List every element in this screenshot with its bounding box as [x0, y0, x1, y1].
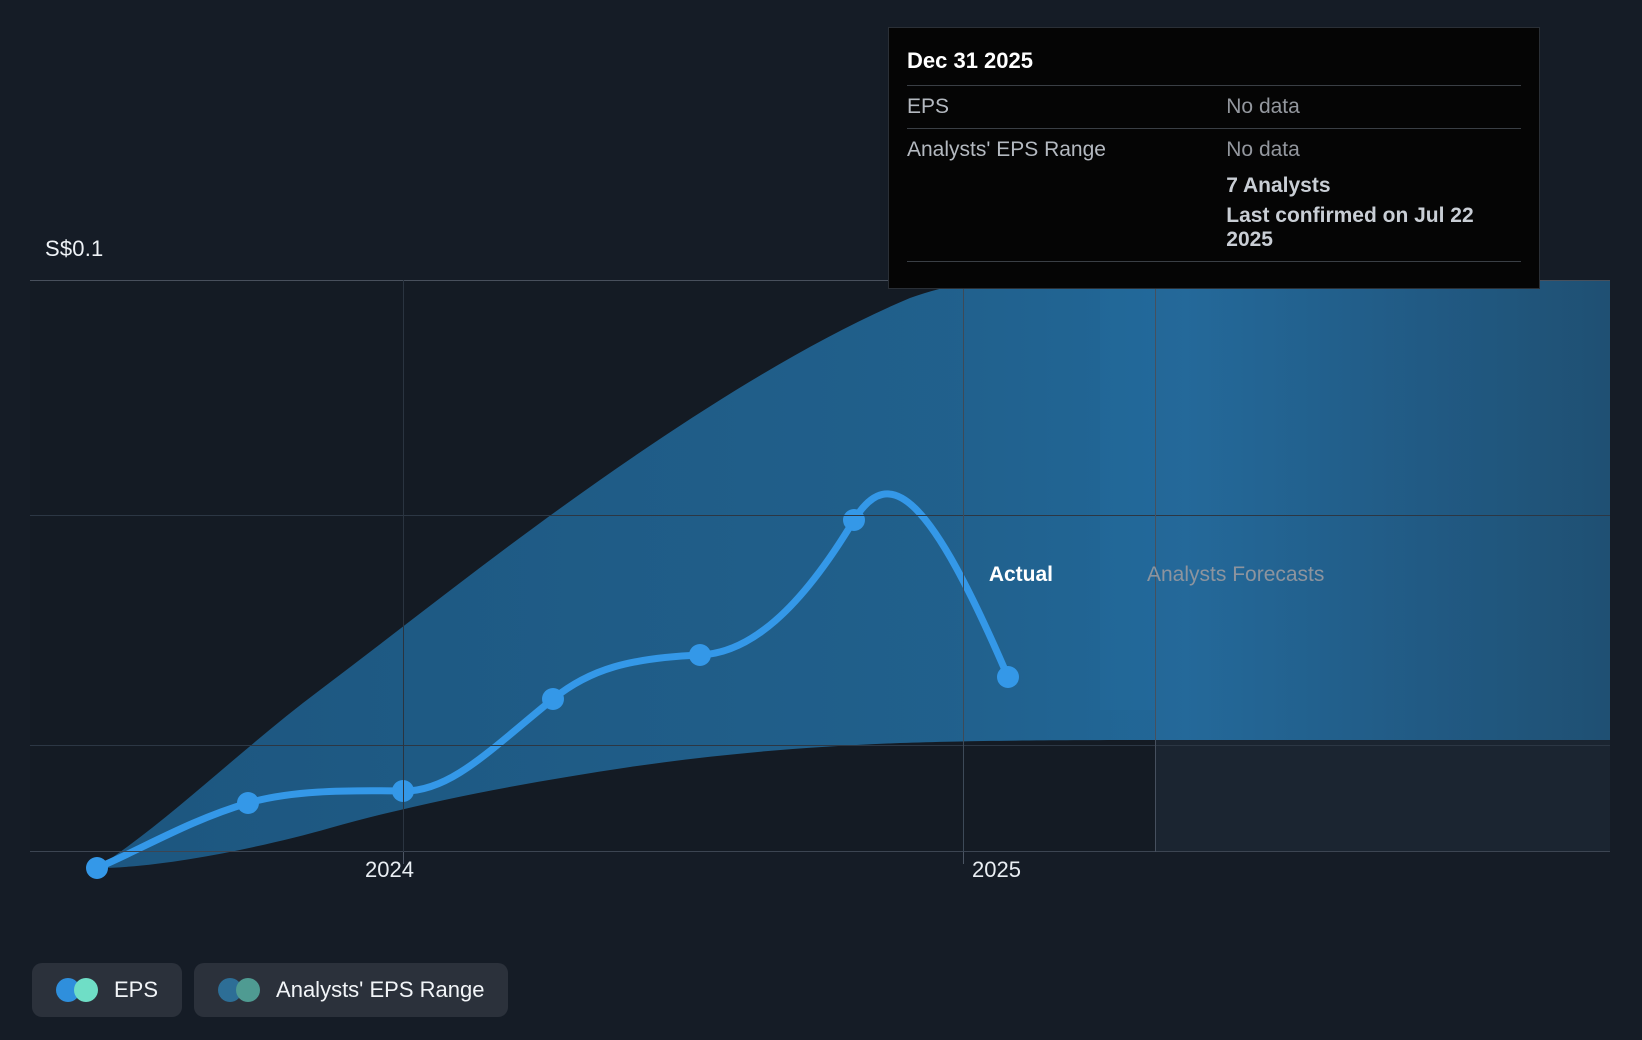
tooltip-key-blank-1	[907, 171, 1226, 201]
data-point[interactable]	[843, 509, 865, 531]
legend-item-eps[interactable]: EPS	[32, 963, 183, 1017]
data-point[interactable]	[689, 644, 711, 666]
legend-label-analysts-eps-range: Analysts' EPS Range	[276, 977, 485, 1002]
x-axis-label-2025: 2025	[972, 857, 1021, 882]
tooltip-value-analyst-count: 7 Analysts	[1226, 174, 1331, 197]
series-svg	[86, 281, 1610, 879]
data-point[interactable]	[86, 857, 108, 879]
tooltip-footer-rule	[907, 261, 1521, 274]
actual-forecast-divider	[1155, 280, 1156, 852]
tooltip-value-eps: No data	[1226, 85, 1521, 129]
data-point[interactable]	[542, 688, 564, 710]
tooltip-key-range: Analysts' EPS Range	[907, 128, 1227, 171]
vertical-tick-2025	[963, 280, 964, 852]
gridline-top	[30, 280, 1610, 281]
chart-tooltip: Dec 31 2025 EPS No data Analysts' EPS Ra…	[888, 27, 1540, 289]
legend-label-eps: EPS	[114, 977, 159, 1002]
vertical-tick-2024	[403, 280, 404, 852]
tooltip-row-analysts: 7 Analysts	[907, 171, 1521, 201]
axis-tick-2024	[403, 852, 404, 864]
gridline-mid-lower	[30, 745, 1610, 746]
region-label-forecast: Analysts Forecasts	[1147, 563, 1325, 586]
plot-area: Actual Analysts Forecasts	[30, 280, 1610, 879]
band-forecast-tint	[1155, 281, 1610, 740]
legend-swatch-range-icon	[218, 978, 261, 1002]
legend-item-analysts-eps-range[interactable]: Analysts' EPS Range	[194, 963, 509, 1017]
legend-swatch-eps-icon	[56, 978, 98, 1002]
analysts-range-band	[97, 281, 1610, 868]
eps-data-points	[86, 509, 1019, 879]
gridline-mid-upper	[30, 515, 1610, 516]
eps-forecast-chart: S$0.1 S$0.097 2024 2025	[30, 236, 1610, 882]
tooltip-table: EPS No data Analysts' EPS Range No data …	[907, 85, 1521, 255]
x-axis-line	[30, 851, 1610, 852]
tooltip-title: Dec 31 2025	[907, 48, 1033, 73]
data-point[interactable]	[997, 666, 1019, 688]
tooltip-key-blank-2	[907, 201, 1226, 255]
axis-tick-2025	[963, 852, 964, 864]
chart-legend: EPS Analysts' EPS Range	[32, 963, 509, 1017]
tooltip-key-eps: EPS	[907, 85, 1227, 129]
x-axis-label-2024: 2024	[365, 857, 414, 882]
tooltip-row-confirmed: Last confirmed on Jul 22 2025	[907, 201, 1521, 255]
tooltip-value-last-confirmed: Last confirmed on Jul 22 2025	[1226, 204, 1474, 251]
tooltip-row-eps: EPS No data	[907, 85, 1521, 129]
data-point[interactable]	[237, 792, 259, 814]
y-axis-label-top: S$0.1	[45, 236, 104, 261]
tooltip-value-range: No data	[1226, 128, 1521, 171]
tooltip-row-range: Analysts' EPS Range No data	[907, 128, 1521, 171]
region-label-actual: Actual	[988, 563, 1053, 586]
